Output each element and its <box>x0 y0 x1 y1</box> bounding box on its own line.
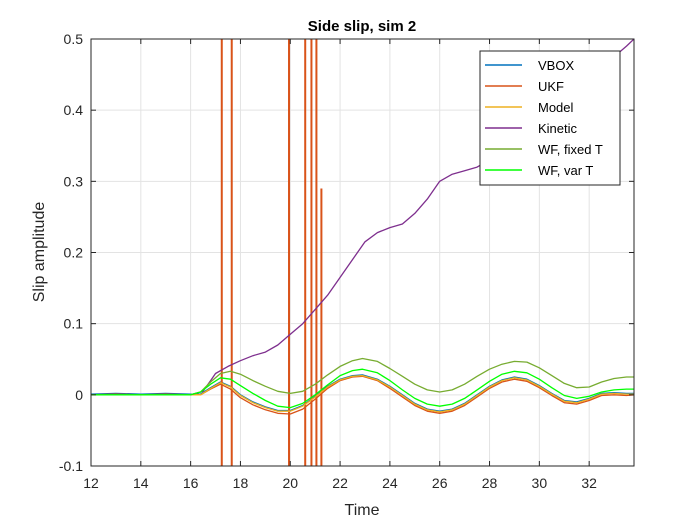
x-tick-label: 24 <box>382 475 398 491</box>
x-tick-label: 16 <box>183 475 199 491</box>
axis-ticks <box>90 38 634 467</box>
series-line-ukf <box>91 375 634 415</box>
y-tick-label: 0.1 <box>64 316 84 332</box>
y-tick-label: 0 <box>75 387 83 403</box>
x-tick-label: 22 <box>332 475 348 491</box>
series-line-wf-fixed-t <box>91 357 634 396</box>
series-line-wf-var-t <box>91 368 634 409</box>
legend: VBOX UKF Model Kinetic WF, fixed T WF, var T <box>479 50 621 186</box>
legend-label: WF, fixed T <box>538 142 603 157</box>
legend-box <box>479 50 621 186</box>
x-tick-label: 18 <box>233 475 249 491</box>
x-tick-label: 32 <box>581 475 597 491</box>
x-tick-label: 26 <box>432 475 448 491</box>
x-tick-label: 12 <box>83 475 99 491</box>
x-tick-label: 30 <box>532 475 548 491</box>
legend-label: Model <box>538 100 574 115</box>
y-tick-label: 0.3 <box>64 173 84 189</box>
x-tick-label: 28 <box>482 475 498 491</box>
y-tick-label: 0.5 <box>64 31 84 47</box>
x-axis-label: Time <box>345 502 380 519</box>
y-tick-label: 0.2 <box>64 245 84 261</box>
y-tick-labels: -0.1 0 0.1 0.2 0.3 0.4 0.5 <box>59 31 83 474</box>
chart-title: Side slip, sim 2 <box>308 18 416 35</box>
y-axis-label: Slip amplitude <box>31 202 48 303</box>
x-tick-labels: 12 14 16 18 20 22 24 26 28 30 32 <box>83 475 597 491</box>
series-line-model <box>91 374 634 413</box>
x-tick-label: 20 <box>282 475 298 491</box>
y-tick-label: 0.4 <box>64 102 84 118</box>
legend-label: UKF <box>538 79 564 94</box>
series-layer <box>91 39 634 466</box>
legend-label: VBOX <box>538 58 574 73</box>
y-tick-label: -0.1 <box>59 458 83 474</box>
legend-label: WF, var T <box>538 163 593 178</box>
legend-label: Kinetic <box>538 121 578 136</box>
x-tick-label: 14 <box>133 475 149 491</box>
